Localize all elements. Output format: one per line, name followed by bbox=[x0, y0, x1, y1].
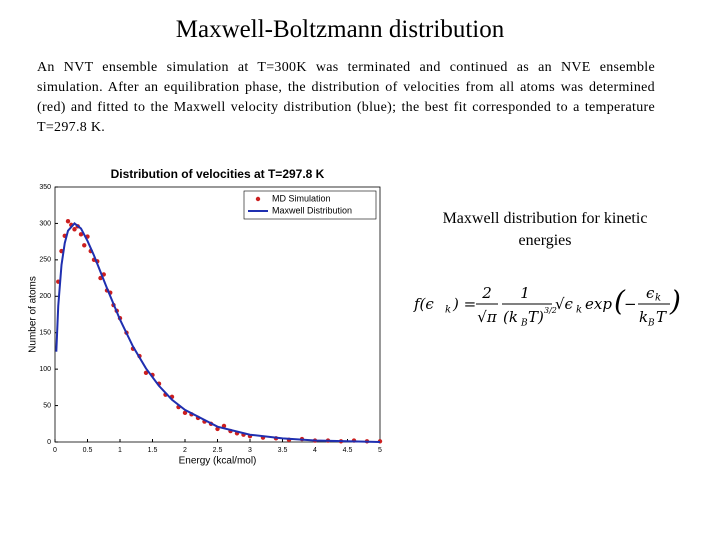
legend-label: MD Simulation bbox=[272, 193, 331, 203]
formula-part: k bbox=[576, 305, 582, 316]
formula-part: ) bbox=[669, 285, 681, 318]
x-tick-label: 5 bbox=[378, 447, 382, 454]
y-tick-label: 300 bbox=[39, 220, 51, 227]
y-tick-label: 250 bbox=[39, 257, 51, 264]
formula-part: 2 bbox=[481, 284, 492, 302]
y-tick-label: 200 bbox=[39, 293, 51, 300]
x-axis-label: Energy (kcal/mol) bbox=[179, 456, 257, 467]
data-point bbox=[143, 370, 149, 375]
formula-part: − bbox=[624, 295, 637, 313]
formula-part: k bbox=[639, 308, 648, 326]
description: An NVT ensemble simulation at T=300K was… bbox=[37, 60, 655, 135]
x-tick-label: 4 bbox=[313, 447, 317, 454]
chart-title: Distribution of velocities at T=297.8 K bbox=[111, 167, 325, 181]
y-tick-label: 0 bbox=[47, 439, 51, 446]
y-tick-label: 150 bbox=[39, 330, 51, 337]
formula-part: √π bbox=[477, 308, 498, 326]
formula-part: T) bbox=[528, 308, 544, 326]
plot-frame bbox=[54, 186, 381, 443]
data-point bbox=[82, 243, 87, 248]
y-tick-label: 100 bbox=[39, 366, 51, 373]
data-point bbox=[72, 227, 77, 232]
formula-part: ϵ bbox=[646, 284, 655, 302]
x-tick-label: 0.5 bbox=[83, 447, 93, 454]
legend-label: Maxwell Distribution bbox=[272, 205, 352, 215]
formula-part: ) = bbox=[452, 295, 476, 313]
data-point bbox=[78, 232, 84, 237]
data-point bbox=[182, 410, 188, 416]
legend-swatch bbox=[255, 196, 261, 202]
formula-part: exp bbox=[585, 295, 612, 313]
x-tick-label: 2.5 bbox=[213, 447, 223, 454]
y-tick-label: 50 bbox=[43, 402, 51, 409]
formula-part: (k bbox=[503, 308, 518, 326]
formula-part: k bbox=[445, 305, 451, 316]
formula-part: 3/2 bbox=[544, 306, 557, 315]
formula-part: √ϵ bbox=[555, 295, 574, 313]
formula: f(ϵ k ) = 2 √π 1 (k B T) 3/2 √ϵ k exp ( … bbox=[413, 284, 681, 329]
series-line bbox=[55, 222, 381, 443]
formula-part: B bbox=[647, 319, 655, 329]
data-point bbox=[65, 219, 71, 224]
x-tick-label: 2 bbox=[183, 447, 187, 454]
legend-box bbox=[243, 190, 377, 220]
formula-part: ( bbox=[614, 285, 626, 318]
slide-title: Maxwell-Boltzmann distribution bbox=[175, 16, 505, 43]
y-axis-label: Number of atoms bbox=[28, 276, 39, 353]
x-tick-label: 1 bbox=[118, 447, 122, 454]
x-tick-label: 0 bbox=[53, 447, 57, 454]
formula-part: B bbox=[520, 319, 528, 329]
x-tick-label: 1.5 bbox=[148, 447, 158, 454]
formula-caption: Maxwell distribution for kinetic energie… bbox=[442, 210, 648, 249]
formula-part: 1 bbox=[520, 284, 530, 302]
x-tick-label: 4.5 bbox=[343, 447, 353, 454]
formula-part: k bbox=[655, 293, 661, 304]
formula-part: T bbox=[656, 308, 667, 326]
y-tick-label: 350 bbox=[39, 184, 51, 191]
x-tick-label: 3.5 bbox=[278, 447, 288, 454]
x-tick-label: 3 bbox=[248, 447, 252, 454]
formula-part: f(ϵ bbox=[413, 295, 434, 313]
